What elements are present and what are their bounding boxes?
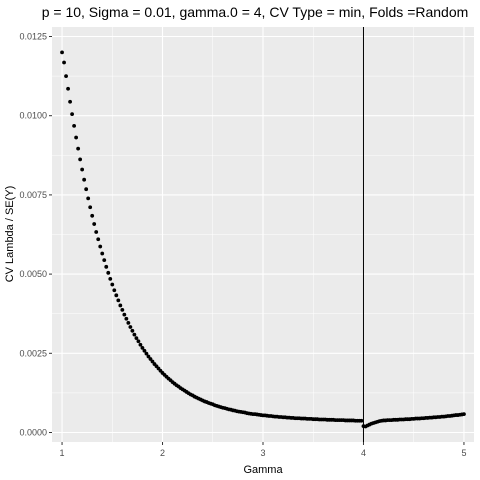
data-point (138, 342, 143, 347)
data-point (124, 316, 129, 321)
x-tick-label: 3 (260, 448, 265, 458)
data-point (104, 264, 109, 269)
data-point (122, 312, 127, 317)
data-point (108, 276, 113, 281)
data-point (118, 303, 123, 308)
data-point (102, 258, 107, 263)
y-tick-label: 0.0075 (19, 190, 47, 200)
y-axis-ticks: 0.0000 0.0025 0.0050 0.0075 0.0100 0.0125 (19, 32, 52, 437)
y-tick-label: 0.0025 (19, 348, 47, 358)
data-point (92, 222, 97, 226)
data-point (68, 99, 72, 104)
data-point (142, 348, 147, 353)
data-point (94, 230, 99, 234)
data-point (140, 346, 145, 350)
data-point (82, 177, 87, 182)
chart-title: p = 10, Sigma = 0.01, gamma.0 = 4, CV Ty… (42, 4, 469, 20)
data-point (72, 123, 77, 128)
data-point (64, 74, 68, 79)
data-point (88, 205, 93, 210)
data-point (112, 288, 117, 293)
data-point (130, 328, 135, 333)
x-tick-label: 1 (60, 448, 65, 458)
data-point (462, 412, 466, 417)
data-point (120, 307, 125, 312)
data-point (116, 298, 121, 303)
data-point (74, 135, 79, 140)
data-point (86, 196, 91, 201)
y-tick-label: 0.0100 (19, 111, 47, 121)
data-point (132, 332, 137, 337)
data-point (60, 50, 64, 55)
data-point (90, 213, 95, 218)
data-point (106, 270, 111, 275)
data-point (114, 293, 119, 298)
x-tick-label: 4 (361, 448, 366, 458)
data-point (96, 237, 101, 242)
x-axis-title: Gamma (243, 464, 283, 476)
data-point (98, 244, 103, 249)
data-point (144, 351, 149, 356)
x-tick-label: 5 (461, 448, 466, 458)
y-axis-title: CV Lambda / SE(Y) (4, 186, 16, 283)
data-point (62, 60, 66, 65)
x-tick-label: 2 (160, 448, 165, 458)
data-point (359, 418, 364, 423)
data-point (128, 325, 133, 329)
data-point (80, 167, 85, 172)
data-point (84, 187, 89, 192)
data-point (66, 86, 70, 91)
y-tick-label: 0.0050 (19, 269, 47, 279)
y-tick-label: 0.0000 (19, 427, 47, 437)
x-axis-ticks: 1 2 3 4 5 (60, 442, 466, 458)
data-point (100, 251, 105, 256)
data-point (76, 146, 81, 151)
data-point (146, 354, 151, 359)
data-point (150, 359, 155, 364)
data-point (136, 339, 141, 344)
data-point (126, 320, 131, 325)
data-points (60, 50, 466, 429)
y-tick-label: 0.0125 (19, 32, 47, 42)
data-point (110, 282, 115, 287)
data-point (78, 157, 83, 162)
data-point (148, 357, 153, 361)
data-point (70, 112, 74, 117)
data-point (134, 336, 139, 340)
